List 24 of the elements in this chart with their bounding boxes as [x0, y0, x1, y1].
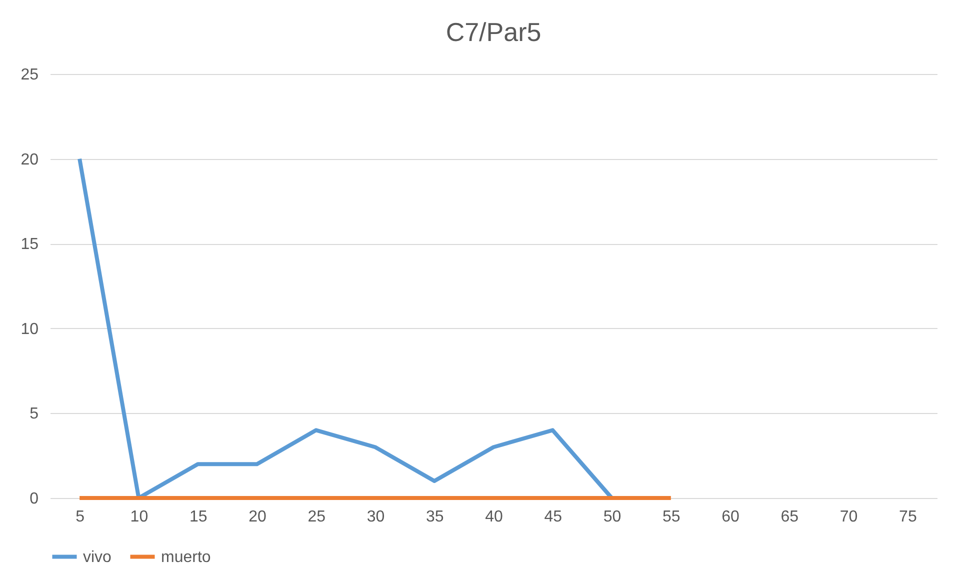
- x-tick-label: 10: [130, 508, 148, 526]
- x-tick-label: 60: [722, 508, 740, 526]
- x-tick-label: 75: [899, 508, 917, 526]
- x-tick-label: 50: [603, 508, 622, 526]
- y-tick-label: 0: [30, 490, 39, 508]
- x-tick-label: 25: [308, 508, 326, 526]
- x-tick-label: 70: [840, 508, 858, 526]
- x-tick-label: 65: [780, 508, 799, 526]
- y-tick-label: 25: [20, 66, 39, 84]
- y-tick-label: 10: [20, 320, 39, 338]
- legend-label: vivo: [83, 548, 112, 566]
- chart-title: C7/Par5: [446, 17, 542, 47]
- y-tick-label: 5: [30, 406, 39, 423]
- x-tick-label: 5: [76, 508, 85, 526]
- x-tick-label: 35: [426, 508, 444, 526]
- x-tick-label: 30: [366, 508, 385, 526]
- x-tick-label: 55: [662, 508, 680, 526]
- x-tick-label: 20: [248, 508, 266, 526]
- x-tick-label: 15: [189, 508, 208, 526]
- legend-label: muerto: [161, 548, 211, 566]
- x-tick-label: 45: [544, 508, 562, 526]
- y-tick-label: 20: [20, 151, 39, 168]
- x-tick-label: 40: [485, 508, 503, 526]
- y-tick-label: 15: [20, 236, 39, 254]
